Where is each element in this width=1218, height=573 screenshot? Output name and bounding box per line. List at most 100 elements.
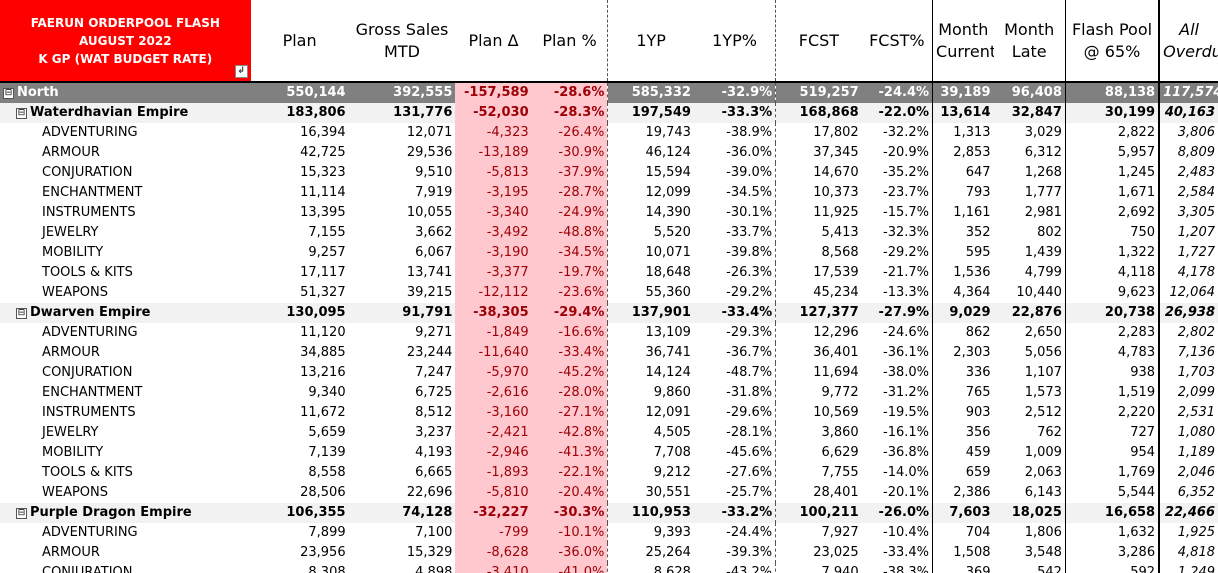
cell-all-overdue[interactable]: 2,531 (1158, 403, 1218, 423)
cell-plan[interactable]: 183,806 (250, 103, 349, 123)
cell-plan[interactable]: 5,659 (308, 425, 346, 440)
category-row[interactable]: MOBILITY 9,257 6,067 -3,190 -34.5% 10,071 -39.… (0, 243, 1218, 263)
cell-fcst-pct[interactable]: -26.0% (861, 503, 933, 523)
cell-month-current[interactable]: 2,853 (932, 143, 994, 163)
cell-1yp-pct[interactable]: -33.2% (693, 503, 776, 523)
cell-1yp-pct[interactable]: -24.4% (726, 525, 773, 540)
cell-fcst[interactable]: 45,234 (775, 283, 862, 303)
cell-1yp[interactable]: 13,109 (607, 323, 694, 343)
cell-1yp[interactable]: 9,212 (607, 463, 694, 483)
cell-gross-sales-mtd[interactable]: 39,215 (406, 285, 453, 300)
cell-plan-pct[interactable]: -28.6% (531, 82, 608, 103)
cell-plan-delta[interactable]: -157,589 (455, 82, 532, 103)
cell-fcst[interactable]: 17,539 (775, 263, 862, 283)
cell-month-late[interactable]: 3,029 (1024, 125, 1062, 140)
cell-month-late[interactable]: 4,799 (1024, 265, 1062, 280)
cell-gross-sales-mtd[interactable]: 9,510 (415, 165, 453, 180)
cell-month-late[interactable]: 802 (1037, 225, 1062, 240)
cell-flash-pool[interactable]: 727 (1064, 423, 1160, 443)
cell-gross-sales-mtd[interactable]: 29,536 (406, 145, 453, 160)
row-label[interactable]: ⊟ North (0, 82, 251, 103)
cell-fcst[interactable]: 519,257 (775, 82, 862, 103)
cell-1yp-pct[interactable]: -28.1% (726, 425, 773, 440)
cell-flash-pool[interactable]: 2,692 (1064, 203, 1160, 223)
cell-1yp-pct[interactable]: -29.3% (726, 325, 773, 340)
cell-month-late[interactable]: 2,650 (1024, 325, 1062, 340)
cell-all-overdue[interactable]: 40,163 (1158, 103, 1218, 123)
cell-all-overdue[interactable]: 7,136 (1158, 343, 1218, 363)
cell-month-current[interactable]: 2,386 (932, 483, 994, 503)
category-row[interactable]: JEWELRY 7,155 3,662 -3,492 -48.8% 5,520 -33.7%… (0, 223, 1218, 243)
header-month-late[interactable]: Month Late (993, 0, 1066, 83)
cell-1yp-pct[interactable]: -25.7% (726, 485, 773, 500)
row-label[interactable]: JEWELRY (0, 223, 251, 243)
collapse-icon[interactable]: ⊟ (16, 108, 27, 119)
cell-plan[interactable]: 11,114 (300, 185, 346, 200)
cell-gross-sales-mtd[interactable]: 74,128 (348, 503, 456, 523)
cell-month-current[interactable]: 352 (932, 223, 994, 243)
cell-plan[interactable]: 130,095 (250, 303, 349, 323)
header-1yp-pct[interactable]: 1YP% (693, 0, 776, 83)
cell-plan-pct[interactable]: -34.5% (531, 243, 608, 263)
cell-plan-pct[interactable]: -19.7% (531, 263, 608, 283)
empire-row[interactable]: ⊟ Purple Dragon Empire 106,355 74,128 -32,22… (0, 503, 1218, 523)
category-row[interactable]: ENCHANTMENT 9,340 6,725 -2,616 -28.0% 9,860 -3… (0, 383, 1218, 403)
cell-plan-delta[interactable]: -3,492 (455, 223, 532, 243)
cell-month-current[interactable]: 356 (932, 423, 994, 443)
cell-flash-pool[interactable]: 592 (1064, 563, 1160, 573)
header-fcst-pct[interactable]: FCST% (861, 0, 933, 83)
cell-fcst-pct[interactable]: -20.1% (883, 485, 930, 500)
cell-plan[interactable]: 13,216 (300, 365, 346, 380)
cell-month-late[interactable]: 6,312 (1024, 145, 1062, 160)
cell-plan-pct[interactable]: -28.3% (531, 103, 608, 123)
cell-plan-delta[interactable]: -32,227 (455, 503, 532, 523)
category-row[interactable]: WEAPONS 51,327 39,215 -12,112 -23.6% 55,360 -2… (0, 283, 1218, 303)
cell-flash-pool[interactable]: 1,245 (1064, 163, 1160, 183)
cell-plan[interactable]: 51,327 (300, 285, 346, 300)
cell-fcst-pct[interactable]: -21.7% (883, 265, 930, 280)
cell-1yp[interactable]: 46,124 (607, 143, 694, 163)
cell-fcst[interactable]: 11,925 (775, 203, 862, 223)
cell-fcst-pct[interactable]: -13.3% (883, 285, 930, 300)
cell-month-current[interactable]: 1,536 (932, 263, 994, 283)
row-label[interactable]: INSTRUMENTS (0, 403, 251, 423)
category-row[interactable]: ARMOUR 23,956 15,329 -8,628 -36.0% 25,264 -39.… (0, 543, 1218, 563)
cell-plan[interactable]: 13,395 (300, 205, 346, 220)
cell-plan-pct[interactable]: -16.6% (531, 323, 608, 343)
cell-fcst[interactable]: 12,296 (775, 323, 862, 343)
cell-plan[interactable]: 11,120 (300, 325, 346, 340)
cell-fcst[interactable]: 127,377 (775, 303, 862, 323)
cell-month-current[interactable]: 647 (932, 163, 994, 183)
cell-1yp-pct[interactable]: -48.7% (726, 365, 773, 380)
cell-1yp-pct[interactable]: -33.3% (693, 103, 776, 123)
cell-gross-sales-mtd[interactable]: 6,725 (415, 385, 453, 400)
cell-all-overdue[interactable]: 22,466 (1158, 503, 1218, 523)
cell-plan[interactable]: 8,308 (308, 565, 346, 573)
cell-1yp[interactable]: 10,071 (607, 243, 694, 263)
cell-plan-pct[interactable]: -33.4% (531, 343, 608, 363)
cell-all-overdue[interactable]: 3,305 (1158, 203, 1218, 223)
cell-1yp[interactable]: 19,743 (607, 123, 694, 143)
cell-gross-sales-mtd[interactable]: 7,100 (415, 525, 453, 540)
cell-month-late[interactable]: 1,268 (1024, 165, 1062, 180)
cell-all-overdue[interactable]: 12,064 (1158, 283, 1218, 303)
cell-fcst[interactable]: 3,860 (775, 423, 862, 443)
row-label[interactable]: CONJURATION (0, 563, 251, 573)
collapse-icon[interactable]: ⊟ (3, 88, 14, 99)
cell-flash-pool[interactable]: 750 (1064, 223, 1160, 243)
cell-1yp-pct[interactable]: -45.6% (726, 445, 773, 460)
cell-all-overdue[interactable]: 8,809 (1158, 143, 1218, 163)
cell-gross-sales-mtd[interactable]: 7,247 (415, 365, 453, 380)
cell-month-late[interactable]: 1,009 (1024, 445, 1062, 460)
cell-month-late[interactable]: 1,107 (1024, 365, 1062, 380)
header-fcst[interactable]: FCST (775, 0, 862, 83)
cell-plan-pct[interactable]: -20.4% (531, 483, 608, 503)
cell-flash-pool[interactable]: 88,138 (1064, 82, 1160, 103)
cell-fcst[interactable]: 100,211 (775, 503, 862, 523)
cell-all-overdue[interactable]: 1,703 (1158, 363, 1218, 383)
cell-flash-pool[interactable]: 30,199 (1064, 103, 1160, 123)
category-row[interactable]: CONJURATION 8,308 4,898 -3,410 -41.0% 8,628 -4… (0, 563, 1218, 573)
cell-1yp[interactable]: 137,901 (607, 303, 694, 323)
cell-month-current[interactable]: 793 (932, 183, 994, 203)
category-row[interactable]: ARMOUR 42,725 29,536 -13,189 -30.9% 46,124 -36… (0, 143, 1218, 163)
